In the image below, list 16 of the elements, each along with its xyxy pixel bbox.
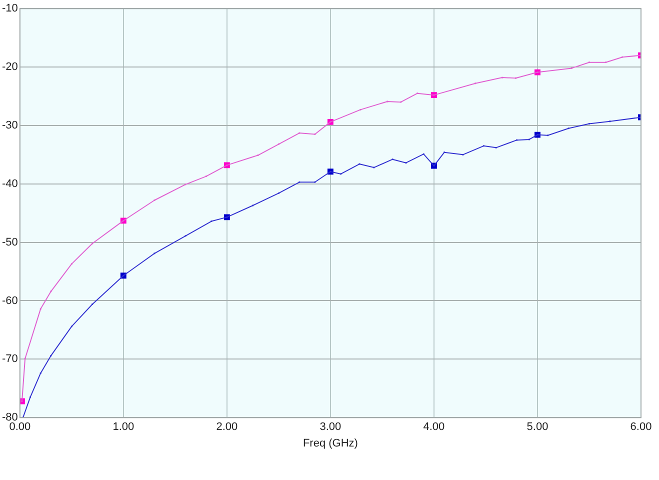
x-tick-label: 0.00 — [9, 421, 31, 434]
y-tick-label: -40 — [2, 178, 18, 190]
y-tick-label: -70 — [2, 353, 18, 366]
x-tick-label: 3.00 — [320, 421, 342, 434]
y-tick-label: -30 — [2, 119, 18, 132]
y-tick-label: -10 — [2, 2, 18, 15]
y-tick-label: -60 — [2, 294, 18, 307]
x-tick-label: 4.00 — [423, 421, 445, 434]
x-tick-label: 6.00 — [630, 421, 652, 434]
y-tick-label: -20 — [2, 61, 18, 74]
x-tick-label: 5.00 — [526, 421, 548, 434]
x-axis-title: Freq (GHz) — [302, 437, 358, 450]
x-tick-label: 1.00 — [112, 421, 134, 434]
y-tick-label: -50 — [2, 236, 18, 248]
y-tick-label: -80 — [2, 412, 18, 424]
x-tick-label: 2.00 — [216, 421, 238, 434]
